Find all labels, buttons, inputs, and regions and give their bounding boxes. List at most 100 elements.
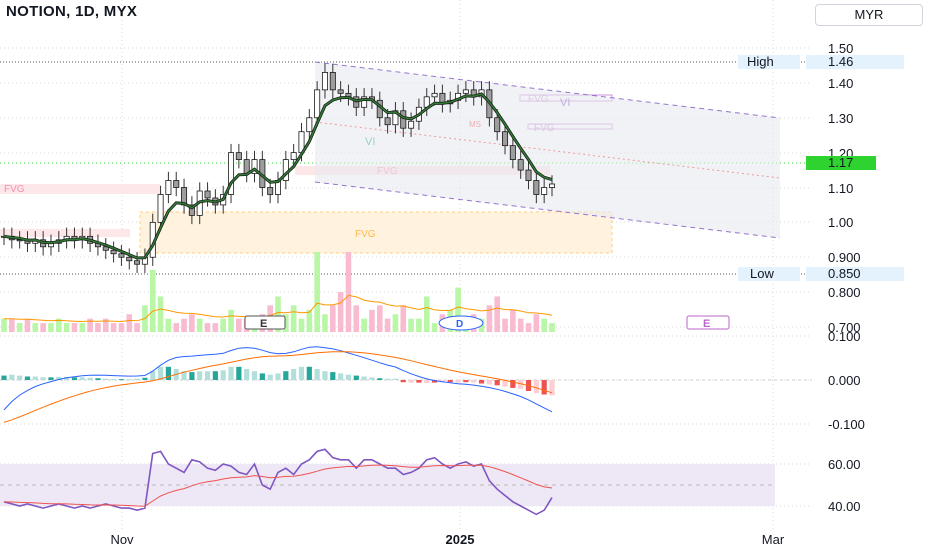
high-value: 1.46 (828, 54, 853, 69)
y-tick-label: 1.50 (828, 41, 853, 56)
volume-bar (298, 318, 305, 332)
macd-bar (439, 380, 445, 383)
macd-bar (369, 377, 375, 380)
event-e-1: E (260, 318, 267, 330)
volume-bar (87, 318, 93, 332)
chart-title: NOTION, 1D, MYX (6, 3, 138, 20)
earnings-marker-2[interactable]: E (686, 315, 730, 330)
macd-bar (32, 376, 38, 380)
volume-bar (196, 318, 203, 332)
volume-bar (337, 292, 344, 332)
channel-top-line (314, 61, 781, 119)
macd-bar (494, 380, 500, 386)
last-price-badge: 1.17 (806, 155, 876, 170)
candle-body (525, 169, 532, 181)
volume-bar (56, 318, 62, 332)
macd-bar (502, 380, 508, 387)
macd-bar (181, 371, 187, 380)
volume-bar (9, 318, 15, 332)
macd-bar (17, 375, 23, 380)
macd-bar (345, 374, 352, 380)
macd-histogram (1, 366, 555, 396)
macd-bar (197, 371, 203, 380)
macd-bar (134, 378, 140, 380)
volume-bar (228, 309, 234, 332)
volume-bar (408, 318, 414, 332)
earnings-marker-1[interactable]: E (244, 315, 286, 330)
volume-bar (40, 323, 46, 332)
volume-bar (71, 323, 78, 332)
channel-fill (315, 62, 780, 238)
macd-bar (87, 377, 93, 380)
macd-bar (392, 378, 399, 380)
last-price-value: 1.17 (828, 155, 853, 170)
candle-body (251, 159, 258, 174)
volume-bar (118, 323, 125, 332)
macd-bar (455, 380, 461, 383)
currency-selector[interactable]: MYR (815, 4, 923, 26)
macd-bar (9, 374, 15, 380)
macd-bar (103, 378, 109, 380)
candle-body (290, 152, 297, 160)
macd-bar (251, 371, 258, 380)
low-badge: Low 0.850 (738, 266, 904, 281)
macd-bar (408, 380, 414, 383)
macd-bar (71, 377, 78, 380)
ema-ribbon-color (3, 93, 553, 259)
y-tick-label: 0.900 (828, 250, 861, 265)
macd-bar (275, 373, 281, 380)
x-tick-label: Nov (110, 532, 134, 547)
macd-bar (165, 366, 171, 380)
candle-body (329, 72, 336, 91)
candle-body (509, 145, 516, 160)
macd-tick-label: -0.100 (828, 417, 865, 432)
rsi-line (3, 448, 553, 516)
volume-bar (1, 318, 7, 332)
macd-bar (267, 374, 273, 380)
volume-bar (322, 314, 328, 332)
y-tick-label: 1.00 (828, 215, 853, 230)
dividend-marker[interactable]: D (438, 315, 484, 331)
macd-bar (283, 371, 289, 380)
volume-bar (517, 318, 524, 332)
candle-body (306, 117, 313, 133)
macd-line (3, 346, 553, 413)
candle-body (541, 187, 548, 195)
candle-body (188, 204, 195, 216)
macd-bar (353, 375, 359, 380)
y-axis: 1.501.401.301.201.101.000.9000.8000.7000… (828, 41, 865, 514)
macd-bar (510, 380, 516, 388)
volume-bar (32, 323, 39, 332)
volume-bar (189, 314, 195, 332)
macd-bar (314, 369, 320, 380)
candle-body (314, 89, 321, 119)
candle-body (173, 180, 180, 188)
macd-bar (228, 366, 234, 380)
rsi-tick-label: 40.00 (828, 499, 861, 514)
volume-bar (48, 323, 54, 332)
fvg-zone-left-2 (0, 229, 130, 237)
candle-body (462, 89, 469, 94)
macd-bar (447, 380, 453, 383)
macd-bar (478, 380, 485, 384)
macd-bar (518, 380, 524, 389)
candle-body (408, 120, 415, 129)
volume-bar (79, 323, 86, 332)
volume-bar (330, 305, 336, 332)
channel-mid-line (314, 121, 781, 179)
volume-bar (102, 318, 109, 332)
fvg-label-large: FVG (355, 229, 376, 240)
macd-bar (533, 380, 539, 394)
x-tick-label: Mar (762, 532, 785, 547)
macd-signal-line (3, 351, 553, 423)
volume-bar (494, 296, 500, 332)
low-label: Low (750, 266, 774, 281)
volume-bar (384, 318, 391, 332)
volume-bar (149, 269, 156, 332)
y-tick-label: 0.700 (828, 320, 861, 335)
candle-body (126, 256, 133, 262)
macd-bar (204, 371, 211, 380)
x-tick-label: 2025 (446, 532, 475, 547)
volume-bar (502, 318, 508, 332)
macd-bar (322, 371, 328, 380)
